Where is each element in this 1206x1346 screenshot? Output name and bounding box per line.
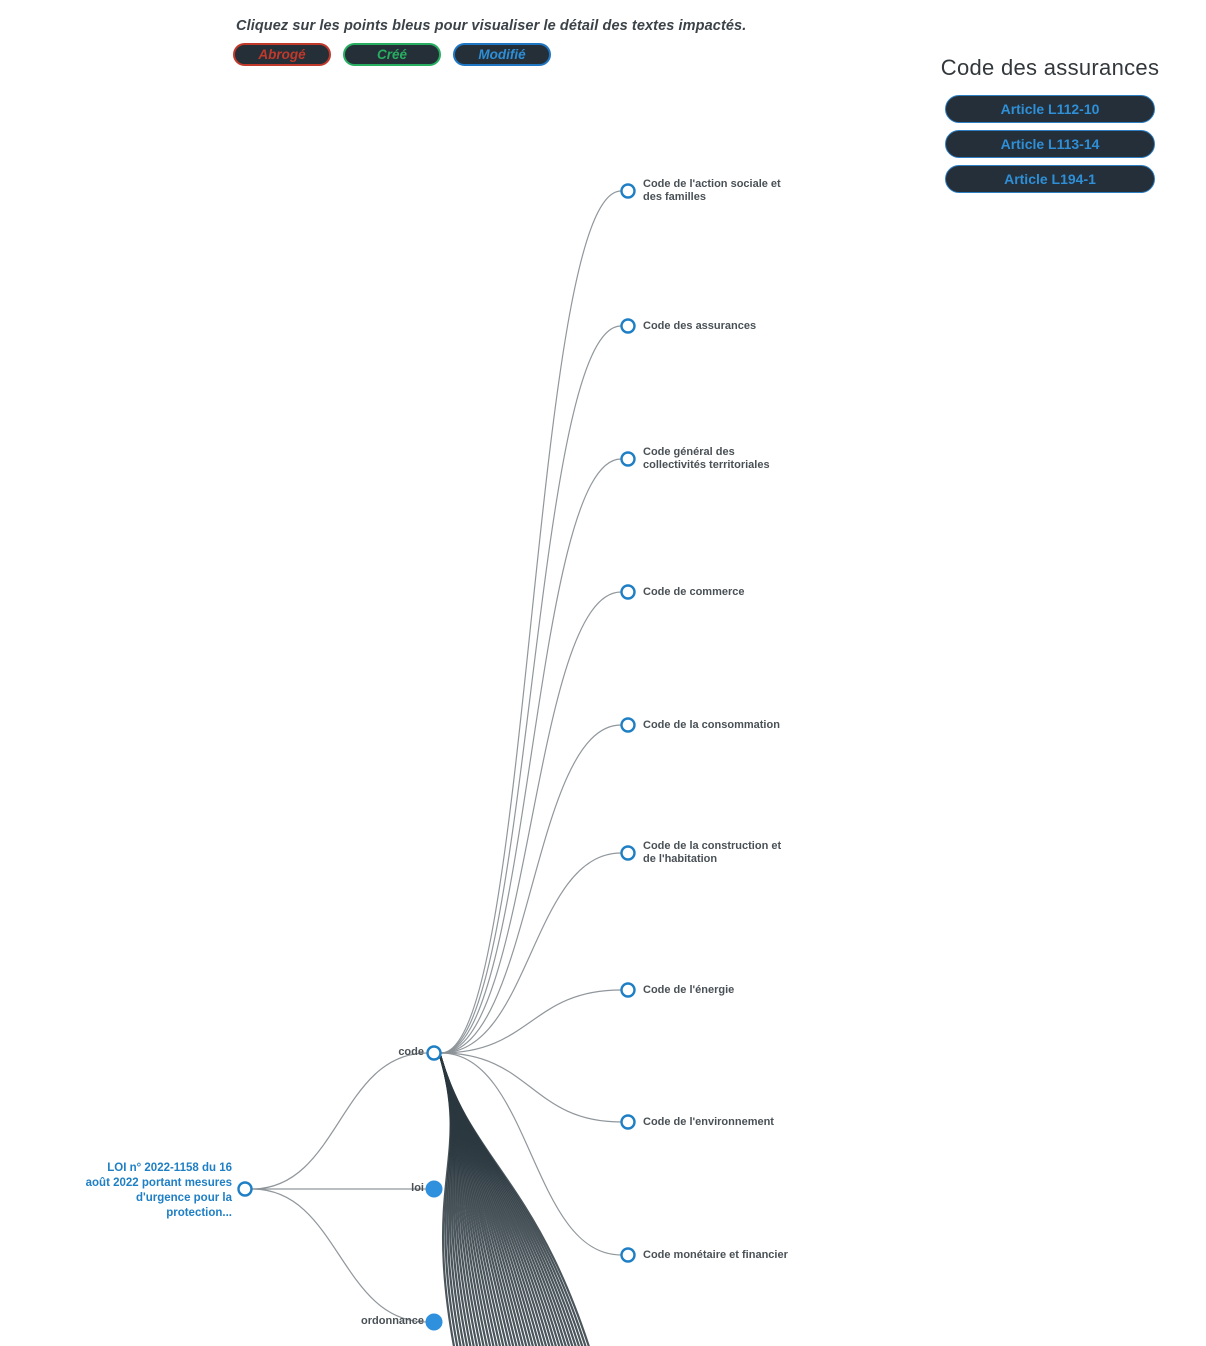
graph-edge [440,458,622,1054]
graph-node-leaf-3[interactable] [620,584,636,600]
legend-chip-modifie[interactable]: Modifié [453,43,551,66]
graph-edge [440,989,622,1054]
graph-edge [440,190,622,1054]
graph-node-leaf-6[interactable] [620,982,636,998]
graph-label-leaf-4: Code de la consommation [643,719,780,731]
graph-label-root: LOI n° 2022-1158 du 16 août 2022 portant… [85,1162,232,1219]
side-panel: Code des assurances Article L112-10 Arti… [905,55,1195,200]
graph-node-category-0[interactable] [426,1045,442,1061]
graph-node-leaf-1[interactable] [620,318,636,334]
graph-node-category-2[interactable] [425,1313,443,1331]
graph-label-leaf-6: Code de l'énergie [643,984,735,996]
graph-label-category-2: ordonnance [361,1315,424,1327]
graph-edge [440,852,622,1054]
legend-chip-cree[interactable]: Créé [343,43,441,66]
graph-label-leaf-7: Code de l'environnement [643,1116,774,1128]
graph-edge [440,1052,622,1123]
graph-node-leaf-4[interactable] [620,717,636,733]
graph-edge [438,1054,590,1346]
panel-title: Code des assurances [940,55,1160,80]
instruction-text: Cliquez sur les points bleus pour visual… [236,18,747,34]
graph-node-leaf-5[interactable] [620,845,636,861]
article-button-1[interactable]: Article L113-14 [945,130,1155,158]
article-button-2[interactable]: Article L194-1 [945,165,1155,193]
graph-edge [440,591,622,1054]
graph-label-category-1: loi [411,1182,424,1194]
graph-label-leaf-5: Code de la construction et de l'habitati… [643,840,782,865]
graph-edge [251,1052,428,1190]
graph-node-leaf-7[interactable] [620,1114,636,1130]
graph-nodes [237,183,636,1331]
graph-label-leaf-0: Code de l'action sociale et des familles [643,178,781,203]
legend-chip-abroge[interactable]: Abrogé [233,43,331,66]
graph-node-leaf-8[interactable] [620,1247,636,1263]
graph-label-leaf-1: Code des assurances [643,320,757,332]
graph-node-root[interactable] [237,1181,253,1197]
graph-edge [440,1052,622,1256]
graph-label-leaf-3: Code de commerce [643,586,745,598]
graph-edges [251,190,622,1346]
article-button-0[interactable]: Article L112-10 [945,95,1155,123]
graph-label-category-0: code [398,1046,424,1058]
graph-edge [251,1188,428,1323]
graph-label-leaf-2: Code général des collectivités territori… [643,446,770,471]
legend: Abrogé Créé Modifié [233,43,551,66]
graph-node-category-1[interactable] [425,1180,443,1198]
graph-node-leaf-0[interactable] [620,183,636,199]
graph-edge [440,325,622,1054]
graph-node-leaf-2[interactable] [620,451,636,467]
graph-edge [440,724,622,1054]
graph-label-leaf-8: Code monétaire et financier [643,1249,788,1261]
